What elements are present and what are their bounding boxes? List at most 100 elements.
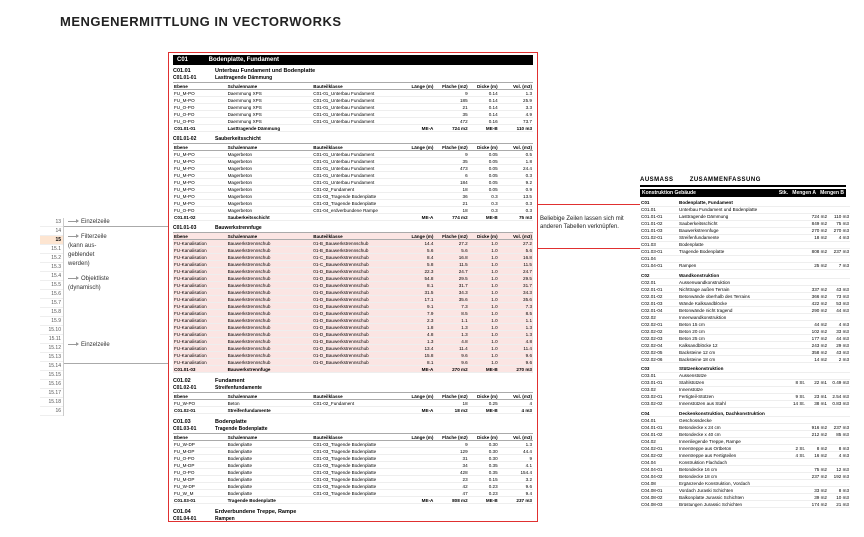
table-row: FU_M-POMagerbetonC01-03_Tragende Bodenpl… <box>173 200 533 207</box>
page-title: MENGENERMITTLUNG IN VECTORWORKS <box>60 14 342 29</box>
row-number: 15 <box>40 236 63 245</box>
table-row: FU_M-POMagerbetonC01-01_Unterbau Fundame… <box>173 179 533 186</box>
summary-row: C04.01-02Betondecke x 40 cm212 m285 m3 <box>640 431 850 438</box>
table-row: FU_O-POBodenplatteC01-03_Tragende Bodenp… <box>173 469 533 476</box>
summary-table: C02WandkonstruktionC02.01Aussenwandkonst… <box>640 270 850 364</box>
summary-row: C01.01Unterbau Fundament und Bodenplatte <box>640 206 850 213</box>
table-row: FU-KanalisationBauwerkstrennschub01-D_Ba… <box>173 338 533 345</box>
table-row: FU_O-PODaemmung XPSC01-01_Unterbau Funda… <box>173 104 533 111</box>
summary-row: C01.03Bodenplatte <box>640 241 850 248</box>
label-single: Einzelzeile <box>81 219 110 225</box>
row-number: 15.5 <box>40 281 63 290</box>
table-row: FU_M-DPBodenplatteC01-03_Tragende Bodenp… <box>173 448 533 455</box>
data-table: EbeneSchalennameBauteilklasseLänge (m)Fl… <box>173 232 533 373</box>
summary-row: C04.04Konstruktion Flachdach <box>640 459 850 466</box>
summary-row: C02.01Aussenwandkonstruktion <box>640 279 850 286</box>
connector-line <box>538 204 640 205</box>
summary-row: C04.01Geschossdecke <box>640 417 850 424</box>
table-row: FU_M-POMagerbetonC01-02_Fundament180.050… <box>173 186 533 193</box>
row-number: 15.14 <box>40 362 63 371</box>
summary-row: C04.08-02Balkonplatte Jurassic Schichten… <box>640 494 850 501</box>
table-row: FU_W-DPBodenplatteC01-03_Tragende Bodenp… <box>173 441 533 448</box>
table-row: FU-KanalisationBauwerkstrennschub01-D_Ba… <box>173 296 533 303</box>
table-row: FU-KanalisationBauwerkstrennschub01-D_Ba… <box>173 310 533 317</box>
summary-row: C02.02-04Kalksandblöcke 12243 m229 m3 <box>640 342 850 349</box>
row-number: 15.2 <box>40 254 63 263</box>
row-number: 15.6 <box>40 290 63 299</box>
summary-row: C03.02-01Fertigteil-Stützen9 St.23 m12.5… <box>640 393 850 400</box>
table-row: FU_M-PODaemmung XPSC01-01_Unterbau Funda… <box>173 90 533 97</box>
data-table: EbeneSchalennameBauteilklasseLänge (m)Fl… <box>173 392 533 414</box>
summary-row: C01.01-01Lasttragende Dämmung724 m2110 m… <box>640 213 850 220</box>
table-row: FU_M-POMagerbetonC01-01_Unterbau Fundame… <box>173 172 533 179</box>
data-table: EbeneSchalennameBauteilklasseLänge (m)Fl… <box>173 433 533 504</box>
summary-row: C04.08-01Vordach Juraski Schichten33 m28… <box>640 487 850 494</box>
row-number: 15.16 <box>40 380 63 389</box>
table-row: FU-KanalisationBauwerkstrennschub01-D_Ba… <box>173 352 533 359</box>
summary-row: C03.02Innenstütze <box>640 386 850 393</box>
table-row: FU-KanalisationBauwerkstrennschub01-D_Ba… <box>173 317 533 324</box>
right-tabs: AUSMASS ZUSAMMENFASSUNG <box>640 177 846 187</box>
row-number: 15.9 <box>40 317 63 326</box>
tab-zusammenfassung[interactable]: ZUSAMMENFASSUNG <box>690 177 761 183</box>
summary-row: C02.01-02Betonwände oberhalb des Terrain… <box>640 293 850 300</box>
connector-line <box>538 248 640 249</box>
callout-text: Beliebige Zeilen lassen sich mit anderen… <box>540 215 635 231</box>
row-number: 15.12 <box>40 344 63 353</box>
summary-table: C03StützenkonstruktionC03.01Aussenstütze… <box>640 363 850 408</box>
table-row: FU-KanalisationBauwerkstrennschub01-D_Ba… <box>173 282 533 289</box>
tab-ausmass[interactable]: AUSMASS <box>640 177 674 183</box>
table-row: FU_M-POMagerbetonC01-01_Unterbau Fundame… <box>173 151 533 158</box>
right-table-header: Konstruktion Gebäude Stk. Mengen A Menge… <box>640 189 846 197</box>
summary-row: C02.02Innenwandkonstruktion <box>640 314 850 321</box>
table-row: FU_M-DPBodenplatteC01-03_Tragende Bodenp… <box>173 462 533 469</box>
row-number: 15.8 <box>40 308 63 317</box>
row-number: 15.18 <box>40 398 63 407</box>
summary-row: C02.01-04Betonwände nicht tragend290 m24… <box>640 307 850 314</box>
summary-row: C03.02-02Innenstützen aus Stahl14 St.38 … <box>640 400 850 407</box>
row-number: 13 <box>40 218 63 227</box>
table-row: FU-KanalisationBauwerkstrennschub01-D_Ba… <box>173 345 533 352</box>
summary-row: C02.01-03Wände Kalksandblöcke422 m253 m3 <box>640 300 850 307</box>
row-number: 15.1 <box>40 245 63 254</box>
row-number: 15.7 <box>40 299 63 308</box>
table-row: FU-KanalisationBauwerkstrennschub01-D_Ba… <box>173 303 533 310</box>
table-row: FU-KanalisationBauwerkstrennschub01-C_Ba… <box>173 254 533 261</box>
summary-row: C04.02-02Innentreppe aus Fertigteilen4 S… <box>640 452 850 459</box>
summary-row: C02.02-03Beton 25 cm177 m244 m3 <box>640 335 850 342</box>
section-header: C01 Bodenplatte, Fundament <box>173 55 533 65</box>
table-row: FU_W-POBetonC01-02_Fundament180.254 <box>173 400 533 407</box>
data-table: EbeneSchalennameBauteilklasseLänge (m)Fl… <box>173 82 533 132</box>
table-row: FU_M-PODaemmung XPSC01-01_Unterbau Funda… <box>173 97 533 104</box>
summary-row: C04.04-02Betondecke 18 cm237 m2192 m3 <box>640 473 850 480</box>
summary-table: C01Bodenplatte, FundamentC01.01Unterbau … <box>640 197 850 270</box>
label-filter: Filterzeile <box>81 234 107 240</box>
summary-row: C01.04-01Rampen25 m27 m3 <box>640 262 850 269</box>
table-row: FU_W-DPBodenplatteC01-03_Tragende Bodenp… <box>173 483 533 490</box>
row-number-strip: 13141515.115.215.315.415.515.615.715.815… <box>40 218 64 416</box>
table-row: FU-KanalisationBauwerkstrennschub01-B_Ba… <box>173 240 533 247</box>
table-row: FU_O-PODaemmung XPSC01-01_Unterbau Funda… <box>173 118 533 125</box>
summary-row: C04.01-01Betondecke x 24 cm916 m2237 m3 <box>640 424 850 431</box>
summary-row: C01.03-01Tragende Bodenplatte808 m2237 m… <box>640 248 850 255</box>
label-single2: Einzelzeile <box>81 342 110 348</box>
summary-row: C04.02-01Innentreppe aus Ortbeton2 St.8 … <box>640 445 850 452</box>
table-row: FU_O-POMagerbetonC01-04_erdverbundene Ra… <box>173 207 533 214</box>
row-number: 15.13 <box>40 353 63 362</box>
summary-row: C02.02-06Backsteine 18 cm14 m22 m3 <box>640 356 850 363</box>
row-number: 15.17 <box>40 389 63 398</box>
summary-row: C01.02-01Streifenfundamente18 m24 m3 <box>640 234 850 241</box>
summary-row: C02.02-05Backsteine 12 cm358 m243 m3 <box>640 349 850 356</box>
row-number: 15.3 <box>40 263 63 272</box>
row-number: 15.11 <box>40 335 63 344</box>
table-row: FU_M-POMagerbetonC01-01_Unterbau Fundame… <box>173 165 533 172</box>
row-number: 15.4 <box>40 272 63 281</box>
summary-row: C03.01-01Stahlstützen8 St.22 m10.49 m3 <box>640 379 850 386</box>
table-row: FU-KanalisationBauwerkstrennschub01-D_Ba… <box>173 289 533 296</box>
summary-row: C02.02-01Beton 15 cm44 m24 m3 <box>640 321 850 328</box>
row-number: 14 <box>40 227 63 236</box>
connector-line <box>64 363 168 364</box>
table-row: FU_M-POMagerbetonC01-01_Unterbau Fundame… <box>173 158 533 165</box>
label-column: Einzelzeile Filterzeile (kann aus- geble… <box>68 218 110 356</box>
row-number: 16 <box>40 407 63 416</box>
